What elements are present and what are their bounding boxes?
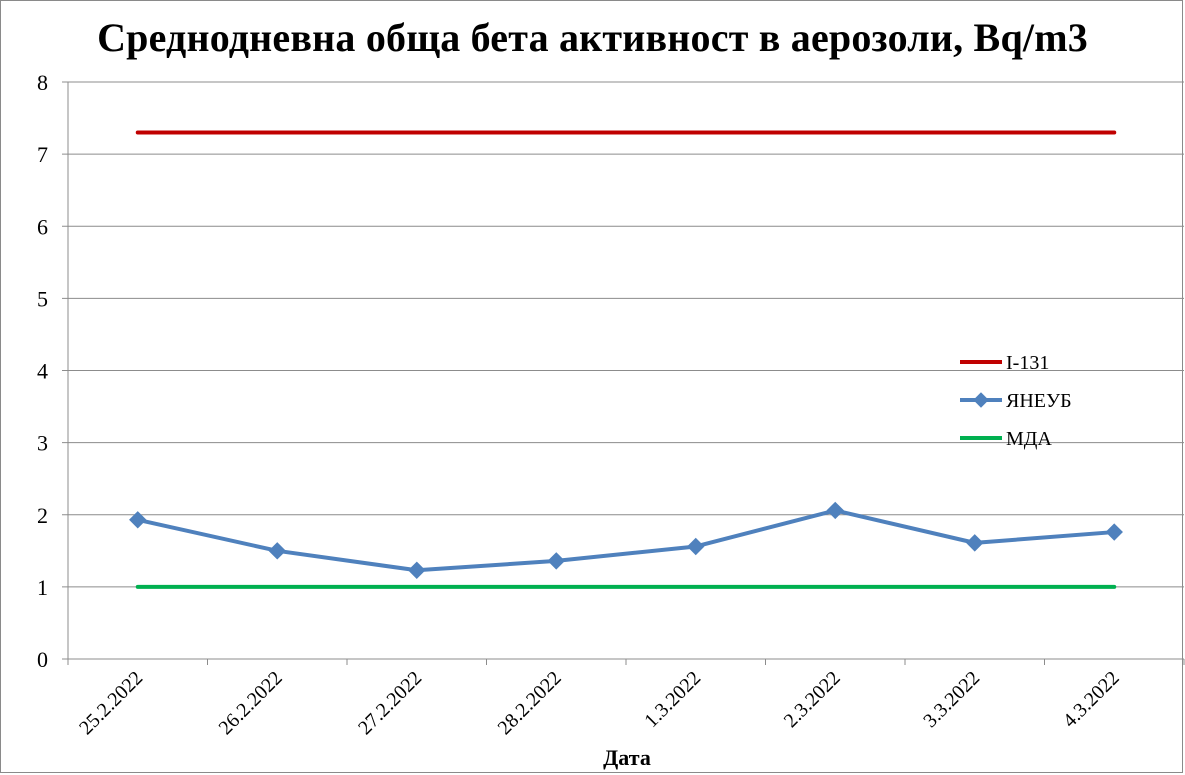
x-tick-label: 26.2.2022 [215,667,287,739]
data-point [268,542,286,560]
y-tick-label: 1 [37,575,48,600]
x-tick-label: 1.3.2022 [640,667,705,732]
series-1 [129,501,1123,579]
x-tick-label: 2.3.2022 [780,667,845,732]
x-tick-label: 25.2.2022 [75,667,147,739]
legend-label: ЯНЕУБ [1006,390,1072,412]
data-point [687,537,705,556]
y-axis-ticks: 0 1 2 3 4 5 6 7 8 [37,70,68,672]
legend-item: МДА [960,428,1052,450]
x-tick-label: 28.2.2022 [494,667,566,739]
series-group [129,130,1123,589]
data-point [547,552,565,570]
y-tick-label: 6 [37,214,48,239]
gridlines [68,81,1184,588]
legend-item: I-131 [960,352,1049,374]
y-tick-label: 4 [37,359,48,384]
x-axis-ticks: 25.2.2022 26.2.2022 27.2.2022 28.2.2022 1.3.… [67,659,1185,739]
legend-label: I-131 [1006,352,1049,374]
x-axis-label: Дата [603,745,651,770]
x-tick-label: 3.3.2022 [919,667,984,732]
y-tick-label: 3 [37,431,48,456]
y-tick-label: 8 [37,70,48,95]
y-tick-label: 7 [37,142,48,167]
y-tick-label: 5 [37,286,48,311]
x-tick-label: 27.2.2022 [354,667,426,739]
x-tick-label: 4.3.2022 [1059,667,1124,732]
y-tick-label: 2 [37,503,48,528]
series-line [135,508,1117,573]
data-point [1105,523,1123,541]
data-point [129,511,147,529]
chart-title: Среднодневна обща бета активност в аероз… [97,15,1088,60]
data-point [408,561,426,579]
legend-marker [973,392,989,408]
legend: I-131 ЯНЕУБ МДА [960,352,1072,450]
data-point [966,534,984,552]
y-tick-label: 0 [37,647,48,672]
legend-label: МДА [1006,428,1052,450]
data-point [826,501,844,520]
legend-item: ЯНЕУБ [960,390,1072,412]
